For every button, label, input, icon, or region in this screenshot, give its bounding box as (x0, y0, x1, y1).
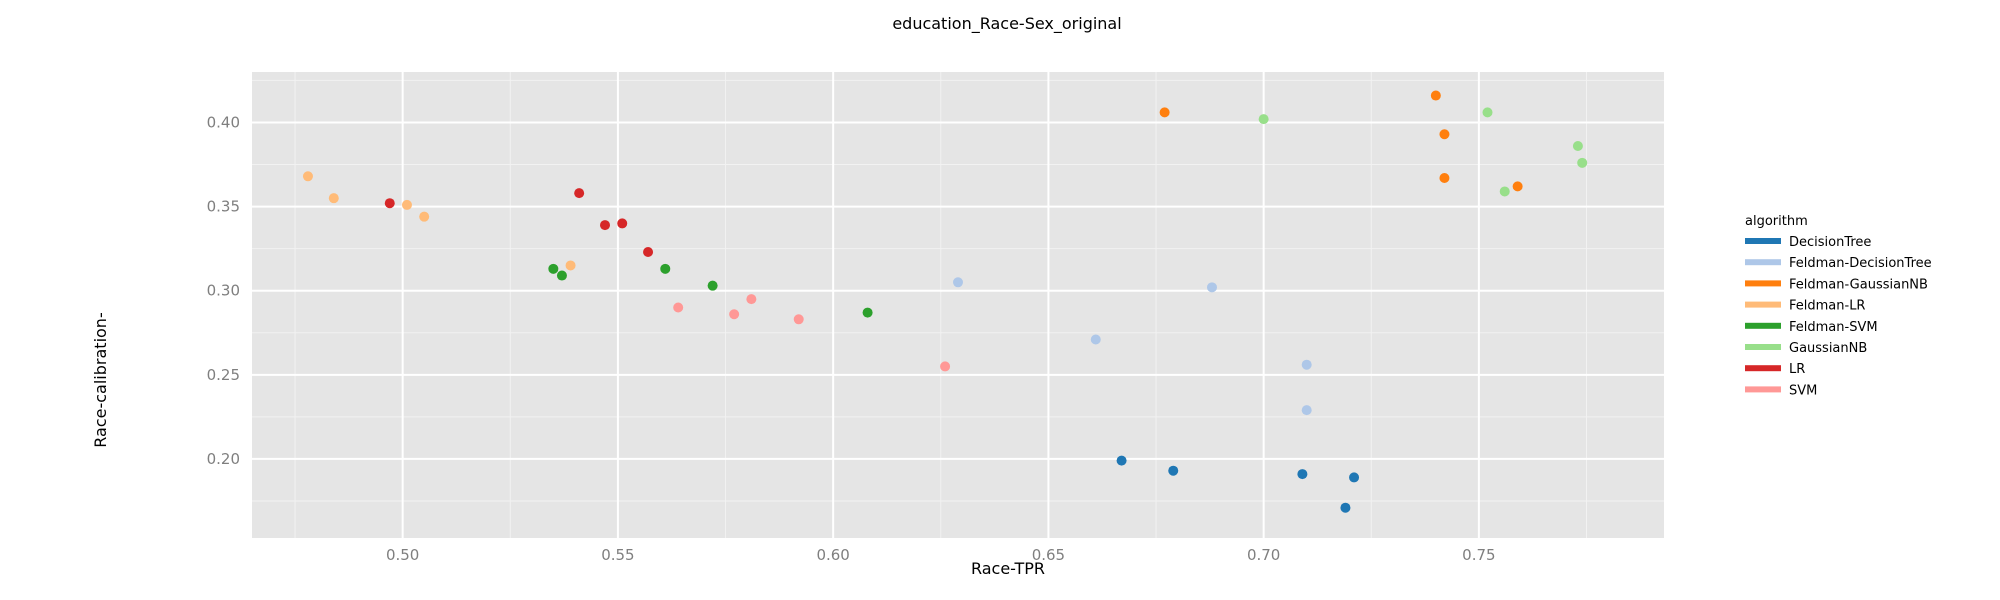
data-point (1439, 172, 1450, 183)
data-point (1090, 334, 1101, 345)
legend-label: Feldman-SVM (1789, 320, 1878, 335)
x-tick-label: 0.75 (1462, 546, 1495, 564)
data-point (1577, 157, 1588, 168)
data-point (673, 302, 684, 313)
data-point (302, 171, 313, 182)
data-point (940, 361, 951, 372)
data-point (1340, 502, 1351, 513)
y-tick-label: 0.25 (207, 366, 240, 384)
data-point (660, 263, 671, 274)
legend-swatch (1745, 301, 1781, 308)
data-point (1206, 282, 1217, 293)
legend-swatch (1745, 386, 1781, 393)
data-point (1512, 181, 1523, 192)
legend-label: DecisionTree (1789, 235, 1871, 250)
data-point (1301, 405, 1312, 416)
data-point (1159, 107, 1170, 118)
legend-swatch (1745, 238, 1781, 244)
data-point (1349, 472, 1360, 483)
y-tick-label: 0.40 (207, 113, 240, 131)
data-point (1499, 186, 1510, 197)
data-point (1439, 129, 1450, 140)
legend-label: Feldman-GaussianNB (1789, 277, 1928, 292)
y-tick-label: 0.35 (207, 198, 240, 216)
data-point (643, 247, 654, 258)
legend-swatch (1745, 280, 1781, 287)
data-point (793, 314, 804, 325)
legend-swatch (1745, 259, 1781, 266)
legend-swatch (1745, 365, 1781, 372)
y-tick-label: 0.20 (207, 450, 240, 468)
legend-label: SVM (1789, 383, 1817, 398)
data-point (1482, 107, 1493, 118)
data-point (565, 260, 576, 271)
data-point (746, 294, 757, 305)
data-point (548, 263, 559, 274)
minor-gridlines (252, 72, 1664, 538)
data-point (328, 193, 339, 204)
x-tick-label: 0.70 (1247, 546, 1280, 564)
data-point (1301, 359, 1312, 370)
x-axis-label: Race-TPR (971, 559, 1045, 578)
data-point (600, 220, 610, 231)
data-point (574, 188, 585, 199)
legend: algorithm DecisionTree Feldman-DecisionTr… (1745, 214, 1932, 398)
data-point (1116, 455, 1127, 466)
data-point (384, 198, 395, 209)
legend-swatch (1745, 344, 1781, 350)
data-point (729, 309, 740, 320)
y-tick-label: 0.30 (207, 282, 240, 300)
x-tick-label: 0.60 (816, 546, 849, 564)
data-point (1168, 465, 1179, 476)
major-gridlines (252, 72, 1664, 538)
plot-panel (252, 72, 1664, 538)
legend-label: Feldman-DecisionTree (1789, 256, 1932, 271)
chart-title: education_Race-Sex_original (892, 14, 1121, 34)
x-tick-label: 0.65 (1032, 546, 1065, 564)
y-axis-ticks: 0.20 0.25 0.30 0.35 0.40 (207, 113, 240, 467)
legend-swatch (1745, 322, 1781, 329)
data-point (707, 280, 718, 291)
legend-label: GaussianNB (1789, 341, 1867, 356)
data-points (302, 90, 1588, 513)
data-point (419, 211, 430, 222)
data-point (1258, 114, 1269, 125)
data-point (617, 218, 628, 229)
data-point (401, 199, 412, 210)
y-axis-label: Race-calibration- (91, 312, 110, 447)
data-point (862, 307, 873, 318)
x-axis-ticks: 0.50 0.55 0.60 0.65 0.70 0.75 (386, 546, 1496, 564)
data-point (953, 277, 963, 288)
legend-label: LR (1789, 362, 1805, 377)
x-tick-label: 0.55 (601, 546, 634, 564)
x-tick-label: 0.50 (386, 546, 419, 564)
data-point (1430, 90, 1441, 101)
data-point (556, 270, 567, 281)
data-point (1572, 141, 1583, 152)
legend-label: Feldman-LR (1789, 299, 1865, 314)
data-point (1297, 469, 1308, 480)
legend-title: algorithm (1745, 214, 1808, 229)
